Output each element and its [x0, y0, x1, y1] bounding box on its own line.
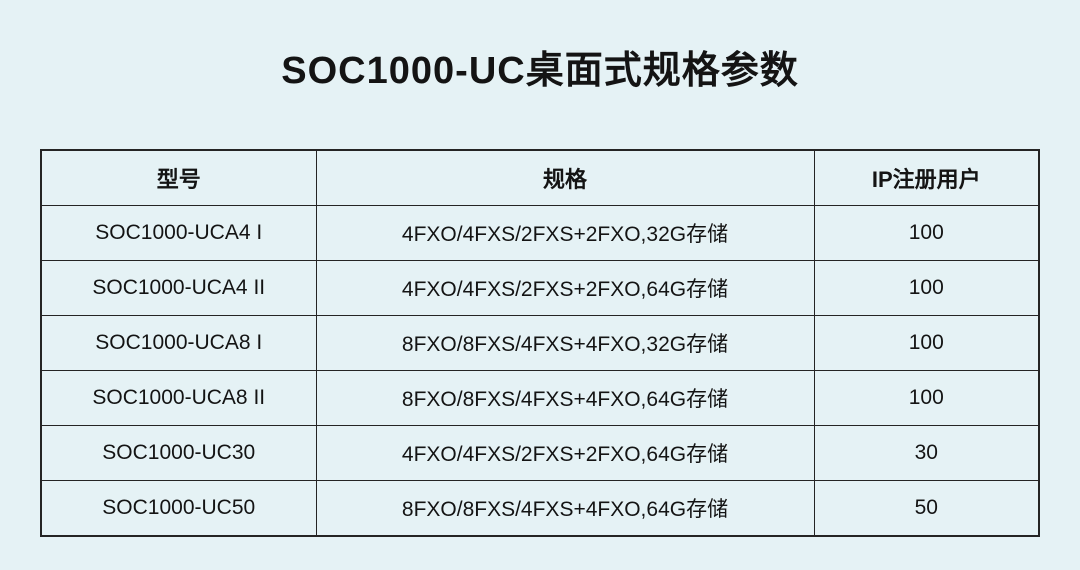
header-model: 型号 [40, 149, 317, 207]
table-row: SOC1000-UCA8 II 8FXO/8FXS/4FXS+4FXO,64G存… [40, 370, 1040, 427]
table-row: SOC1000-UC30 4FXO/4FXS/2FXS+2FXO,64G存储 3… [40, 425, 1040, 482]
model-cell: SOC1000-UCA4 I [40, 205, 317, 262]
header-spec: 规格 [315, 149, 815, 207]
page-title: SOC1000-UC桌面式规格参数 [281, 50, 799, 92]
spec-cell: 4FXO/4FXS/2FXS+2FXO,64G存储 [315, 260, 815, 317]
model-cell: SOC1000-UC30 [40, 425, 317, 482]
header-ip-users: IP注册用户 [813, 149, 1040, 207]
spec-cell: 8FXO/8FXS/4FXS+4FXO,64G存储 [315, 370, 815, 427]
model-cell: SOC1000-UCA8 I [40, 315, 317, 372]
model-cell: SOC1000-UC50 [40, 480, 317, 537]
spec-cell: 4FXO/4FXS/2FXS+2FXO,64G存储 [315, 425, 815, 482]
users-cell: 30 [813, 425, 1040, 482]
model-cell: SOC1000-UCA8 II [40, 370, 317, 427]
table-row: SOC1000-UCA4 II 4FXO/4FXS/2FXS+2FXO,64G存… [40, 260, 1040, 317]
spec-table: 型号 规格 IP注册用户 SOC1000-UCA4 I 4FXO/4FXS/2F… [40, 149, 1040, 538]
users-cell: 100 [813, 260, 1040, 317]
spec-cell: 8FXO/8FXS/4FXS+4FXO,32G存储 [315, 315, 815, 372]
table-header-row: 型号 规格 IP注册用户 [40, 149, 1040, 207]
users-cell: 100 [813, 370, 1040, 427]
spec-cell: 8FXO/8FXS/4FXS+4FXO,64G存储 [315, 480, 815, 537]
users-cell: 100 [813, 315, 1040, 372]
table-row: SOC1000-UC50 8FXO/8FXS/4FXS+4FXO,64G存储 5… [40, 480, 1040, 537]
table-row: SOC1000-UCA4 I 4FXO/4FXS/2FXS+2FXO,32G存储… [40, 205, 1040, 262]
users-cell: 100 [813, 205, 1040, 262]
spec-table-container: 型号 规格 IP注册用户 SOC1000-UCA4 I 4FXO/4FXS/2F… [40, 149, 1040, 538]
table-row: SOC1000-UCA8 I 8FXO/8FXS/4FXS+4FXO,32G存储… [40, 315, 1040, 372]
model-cell: SOC1000-UCA4 II [40, 260, 317, 317]
users-cell: 50 [813, 480, 1040, 537]
spec-cell: 4FXO/4FXS/2FXS+2FXO,32G存储 [315, 205, 815, 262]
